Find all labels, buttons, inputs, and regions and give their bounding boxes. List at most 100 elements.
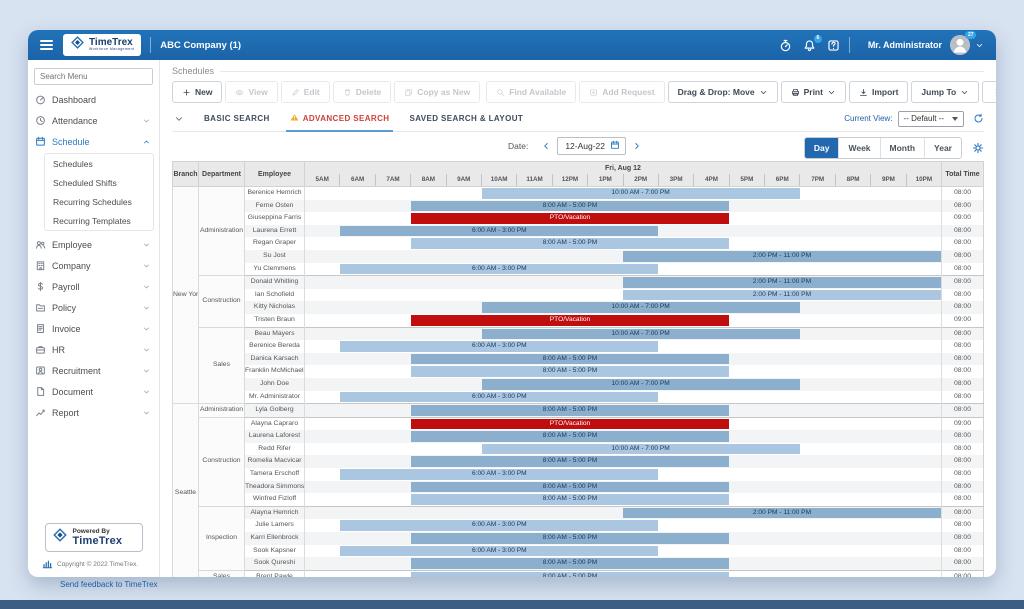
timeline-cell[interactable]: 8:00 AM - 5:00 PM: [305, 481, 942, 494]
pto-shift-bar[interactable]: PTO/Vacation: [411, 315, 729, 326]
timeline-cell[interactable]: 2:00 PM - 11:00 PM: [305, 289, 942, 302]
timeline-cell[interactable]: 8:00 AM - 5:00 PM: [305, 493, 942, 506]
edit-button[interactable]: Edit: [281, 81, 330, 103]
sidebar-item-document[interactable]: Document: [28, 381, 159, 402]
hamburger-menu-icon[interactable]: [40, 40, 53, 50]
shift-bar[interactable]: 10:00 AM - 7:00 PM: [482, 444, 800, 455]
shift-bar[interactable]: 8:00 AM - 5:00 PM: [411, 482, 729, 493]
feedback-link[interactable]: Send feedback to TimeTrex: [60, 580, 158, 589]
sidebar-subitem-recurring-templates[interactable]: Recurring Templates: [45, 211, 153, 230]
sidebar-item-policy[interactable]: Policy: [28, 297, 159, 318]
import-button[interactable]: Import: [849, 81, 908, 103]
tab-advanced-search[interactable]: ADVANCED SEARCH: [280, 110, 400, 131]
sidebar-item-schedule[interactable]: Schedule: [28, 131, 159, 152]
collapse-panel-chevron-down-icon[interactable]: [174, 114, 184, 124]
current-view-select[interactable]: -- Default --: [898, 111, 964, 127]
timeline-cell[interactable]: 10:00 AM - 7:00 PM: [305, 327, 942, 340]
shift-bar[interactable]: 10:00 AM - 7:00 PM: [482, 188, 800, 199]
shift-bar[interactable]: 6:00 AM - 3:00 PM: [340, 392, 658, 403]
view-button[interactable]: View: [225, 81, 277, 103]
timeline-cell[interactable]: 8:00 AM - 5:00 PM: [305, 570, 942, 577]
sidebar-subitem-schedules[interactable]: Schedules: [45, 154, 153, 173]
view-week-button[interactable]: Week: [838, 138, 879, 158]
shift-bar[interactable]: 2:00 PM - 11:00 PM: [623, 508, 941, 519]
timeline-cell[interactable]: 8:00 AM - 5:00 PM: [305, 557, 942, 570]
timeline-cell[interactable]: 8:00 AM - 5:00 PM: [305, 404, 942, 418]
delete-button[interactable]: Delete: [333, 81, 392, 103]
next-day-chevron-right-icon[interactable]: [632, 141, 642, 151]
timeline-cell[interactable]: PTO/Vacation: [305, 417, 942, 430]
sidebar-item-hr[interactable]: HR: [28, 339, 159, 360]
shift-bar[interactable]: 8:00 AM - 5:00 PM: [411, 558, 729, 569]
timeline-cell[interactable]: 8:00 AM - 5:00 PM: [305, 365, 942, 378]
jump-to-button[interactable]: Jump To: [911, 81, 979, 103]
sidebar-item-company[interactable]: Company: [28, 255, 159, 276]
timeline-cell[interactable]: 8:00 AM - 5:00 PM: [305, 532, 942, 545]
timeline-cell[interactable]: 2:00 PM - 11:00 PM: [305, 250, 942, 263]
shift-bar[interactable]: 2:00 PM - 11:00 PM: [623, 277, 941, 288]
notifications-bell-icon[interactable]: 6: [803, 39, 816, 52]
avatar[interactable]: 27: [950, 35, 970, 55]
drag-drop-move-button[interactable]: Drag & Drop: Move: [668, 81, 778, 103]
timeline-cell[interactable]: 2:00 PM - 11:00 PM: [305, 276, 942, 289]
view-month-button[interactable]: Month: [880, 138, 925, 158]
timeline-cell[interactable]: 6:00 AM - 3:00 PM: [305, 519, 942, 532]
sidebar-item-attendance[interactable]: Attendance: [28, 110, 159, 131]
timeline-cell[interactable]: 6:00 AM - 3:00 PM: [305, 225, 942, 238]
user-menu-chevron-down-icon[interactable]: [975, 41, 984, 50]
shift-bar[interactable]: 2:00 PM - 11:00 PM: [623, 251, 941, 262]
sidebar-item-invoice[interactable]: Invoice: [28, 318, 159, 339]
tab-basic-search[interactable]: BASIC SEARCH: [194, 111, 280, 130]
timeline-cell[interactable]: 6:00 AM - 3:00 PM: [305, 340, 942, 353]
shift-bar[interactable]: 6:00 AM - 3:00 PM: [340, 546, 658, 557]
add-request-button[interactable]: Add Request: [579, 81, 664, 103]
timeline-cell[interactable]: 10:00 AM - 7:00 PM: [305, 301, 942, 314]
view-year-button[interactable]: Year: [924, 138, 961, 158]
print-button[interactable]: Print: [781, 81, 846, 103]
sidebar-item-report[interactable]: Report: [28, 402, 159, 423]
calendar-picker-icon[interactable]: [610, 140, 620, 152]
timeline-cell[interactable]: 8:00 AM - 5:00 PM: [305, 455, 942, 468]
shift-bar[interactable]: 6:00 AM - 3:00 PM: [340, 520, 658, 531]
shift-bar[interactable]: 8:00 AM - 5:00 PM: [411, 405, 729, 416]
shift-bar[interactable]: 8:00 AM - 5:00 PM: [411, 533, 729, 544]
shift-bar[interactable]: 10:00 AM - 7:00 PM: [482, 379, 800, 390]
timeline-cell[interactable]: PTO/Vacation: [305, 212, 942, 225]
timeline-cell[interactable]: 6:00 AM - 3:00 PM: [305, 468, 942, 481]
shift-bar[interactable]: 6:00 AM - 3:00 PM: [340, 264, 658, 275]
shift-bar[interactable]: 8:00 AM - 5:00 PM: [411, 238, 729, 249]
more-options-button[interactable]: [982, 81, 996, 103]
help-icon[interactable]: [827, 39, 840, 52]
pto-shift-bar[interactable]: PTO/Vacation: [411, 419, 729, 430]
view-day-button[interactable]: Day: [805, 138, 839, 158]
timeline-cell[interactable]: 10:00 AM - 7:00 PM: [305, 378, 942, 391]
sidebar-subitem-scheduled-shifts[interactable]: Scheduled Shifts: [45, 173, 153, 192]
timeline-cell[interactable]: 8:00 AM - 5:00 PM: [305, 353, 942, 366]
pto-shift-bar[interactable]: PTO/Vacation: [411, 213, 729, 224]
find-available-button[interactable]: Find Available: [486, 81, 576, 103]
sidebar-subitem-recurring-schedules[interactable]: Recurring Schedules: [45, 192, 153, 211]
shift-bar[interactable]: 6:00 AM - 3:00 PM: [340, 341, 658, 352]
prev-day-chevron-left-icon[interactable]: [541, 141, 551, 151]
search-menu-input[interactable]: [34, 68, 153, 85]
shift-bar[interactable]: 8:00 AM - 5:00 PM: [411, 494, 729, 505]
timeline-cell[interactable]: 8:00 AM - 5:00 PM: [305, 200, 942, 213]
sidebar-item-payroll[interactable]: Payroll: [28, 276, 159, 297]
sidebar-item-employee[interactable]: Employee: [28, 234, 159, 255]
timeline-cell[interactable]: PTO/Vacation: [305, 314, 942, 327]
shift-bar[interactable]: 8:00 AM - 5:00 PM: [411, 431, 729, 442]
shift-bar[interactable]: 6:00 AM - 3:00 PM: [340, 469, 658, 480]
timeline-cell[interactable]: 2:00 PM - 11:00 PM: [305, 506, 942, 519]
shift-bar[interactable]: 8:00 AM - 5:00 PM: [411, 366, 729, 377]
timeclock-icon[interactable]: [779, 39, 792, 52]
shift-bar[interactable]: 10:00 AM - 7:00 PM: [482, 302, 800, 313]
timeline-cell[interactable]: 8:00 AM - 5:00 PM: [305, 430, 942, 443]
timeline-cell[interactable]: 8:00 AM - 5:00 PM: [305, 237, 942, 250]
timeline-cell[interactable]: 6:00 AM - 3:00 PM: [305, 391, 942, 404]
shift-bar[interactable]: 8:00 AM - 5:00 PM: [411, 354, 729, 365]
refresh-icon[interactable]: [973, 113, 984, 124]
copy-as-new-button[interactable]: Copy as New: [394, 81, 480, 103]
gear-icon[interactable]: [972, 142, 984, 154]
shift-bar[interactable]: 8:00 AM - 5:00 PM: [411, 201, 729, 212]
shift-bar[interactable]: 10:00 AM - 7:00 PM: [482, 329, 800, 340]
